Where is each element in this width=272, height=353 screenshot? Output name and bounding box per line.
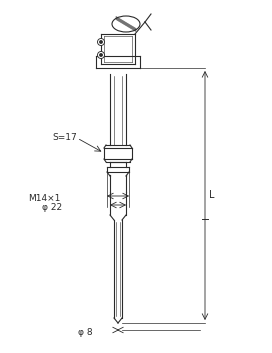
Circle shape (100, 41, 102, 43)
Circle shape (97, 38, 104, 46)
Text: M14×1: M14×1 (28, 194, 60, 203)
Circle shape (100, 54, 102, 56)
Circle shape (97, 52, 104, 59)
Text: S=17: S=17 (52, 133, 77, 143)
Text: φ 8: φ 8 (78, 328, 93, 337)
Text: φ 22: φ 22 (42, 203, 62, 212)
Text: L: L (209, 191, 215, 201)
